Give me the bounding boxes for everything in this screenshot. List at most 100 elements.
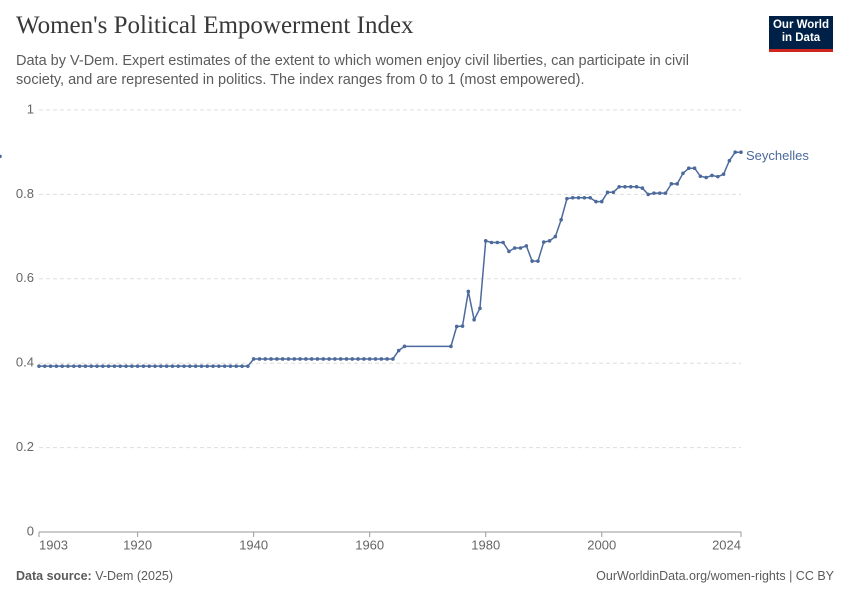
point xyxy=(362,357,366,361)
point xyxy=(275,357,279,361)
logo-text: Our World xyxy=(772,19,829,31)
point xyxy=(338,357,343,361)
point xyxy=(507,249,511,254)
url[interactable]: OurWorldinData.org/women-rights | CC BY xyxy=(596,569,834,583)
point xyxy=(559,217,563,222)
y-tick-label: 1 xyxy=(27,101,34,116)
point xyxy=(54,364,59,368)
x-tick-label: 1940 xyxy=(239,537,268,552)
point xyxy=(524,244,529,248)
x-tick-label: 2000 xyxy=(587,537,616,552)
point xyxy=(536,259,540,263)
point xyxy=(217,364,221,368)
point xyxy=(391,357,395,361)
point xyxy=(0,154,2,159)
point xyxy=(199,364,204,368)
point xyxy=(512,246,517,250)
point xyxy=(396,348,401,353)
point xyxy=(402,344,407,349)
point xyxy=(501,240,505,245)
point xyxy=(570,195,575,200)
point xyxy=(686,166,691,171)
point xyxy=(373,357,378,361)
logo[interactable]: Our World in Data xyxy=(769,16,833,52)
point xyxy=(698,174,703,179)
x-tick-label: 2024 xyxy=(712,537,741,552)
point xyxy=(95,364,99,368)
point xyxy=(333,357,337,361)
point xyxy=(489,240,494,245)
point xyxy=(112,364,117,368)
point xyxy=(304,357,308,361)
point xyxy=(118,364,123,368)
point xyxy=(547,239,552,243)
point xyxy=(721,172,726,176)
point xyxy=(640,186,645,190)
point xyxy=(66,364,70,368)
point xyxy=(652,191,656,195)
point xyxy=(594,199,598,204)
point xyxy=(83,364,88,368)
point xyxy=(449,344,453,349)
point xyxy=(733,150,737,154)
point xyxy=(48,364,53,368)
point xyxy=(269,357,273,361)
point xyxy=(657,191,662,195)
point xyxy=(106,364,111,368)
point xyxy=(454,324,459,329)
point xyxy=(675,182,679,186)
point xyxy=(582,195,587,200)
chart-subtitle: Data by V-Dem. Expert estimates of the e… xyxy=(16,53,689,88)
x-tick-label: 1903 xyxy=(39,537,68,552)
point xyxy=(141,364,146,368)
point xyxy=(234,364,239,368)
point xyxy=(478,306,482,311)
point xyxy=(222,364,227,368)
point xyxy=(367,357,372,361)
point xyxy=(565,196,569,201)
point xyxy=(530,259,534,263)
point xyxy=(628,185,633,189)
x-tick-label: 1980 xyxy=(471,537,500,552)
point xyxy=(153,364,157,368)
point xyxy=(663,191,668,195)
point xyxy=(77,364,82,368)
point xyxy=(228,364,233,368)
point xyxy=(60,364,65,368)
point xyxy=(286,357,291,361)
point xyxy=(460,324,465,328)
point xyxy=(176,364,181,368)
point xyxy=(385,357,389,361)
point xyxy=(379,357,384,361)
y-tick-label: 0.8 xyxy=(16,186,34,201)
point xyxy=(251,357,256,361)
point xyxy=(240,364,244,368)
point xyxy=(495,240,500,245)
point xyxy=(321,357,326,361)
point xyxy=(646,192,650,197)
point xyxy=(715,174,720,179)
point xyxy=(182,364,186,368)
point xyxy=(327,357,331,361)
point xyxy=(623,185,627,189)
source-label: Data source: xyxy=(16,569,92,583)
point xyxy=(344,357,349,361)
point xyxy=(211,364,215,368)
point xyxy=(188,364,192,368)
point xyxy=(280,357,285,361)
point xyxy=(37,364,41,368)
point xyxy=(135,364,140,368)
point xyxy=(89,364,94,368)
point xyxy=(164,364,169,368)
logo-text: in Data xyxy=(781,32,821,44)
point xyxy=(634,185,639,189)
y-tick-label: 0 xyxy=(27,523,34,538)
point xyxy=(605,190,610,195)
series-label: Seychelles xyxy=(746,148,809,163)
x-tick-label: 1960 xyxy=(355,537,384,552)
point xyxy=(692,166,697,171)
source-text: V-Dem (2025) xyxy=(95,569,174,583)
chart-title: Women's Political Empowerment Index xyxy=(16,12,414,39)
